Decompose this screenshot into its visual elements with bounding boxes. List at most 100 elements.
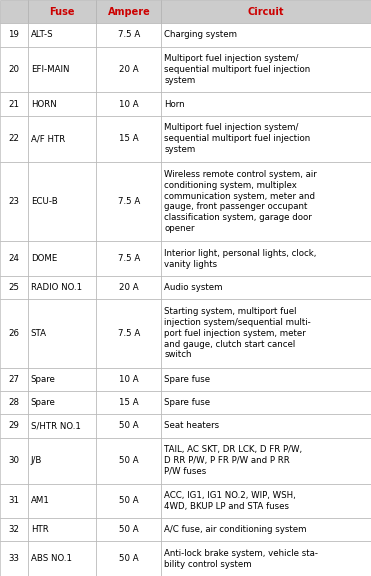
Bar — [161, 391, 371, 414]
Bar — [28, 23, 96, 47]
Bar — [96, 438, 161, 483]
Text: A/C fuse, air conditioning system: A/C fuse, air conditioning system — [164, 525, 307, 535]
Bar — [28, 93, 96, 116]
Text: 26: 26 — [9, 329, 19, 338]
Text: STA: STA — [31, 329, 47, 338]
Bar — [96, 300, 161, 367]
Bar — [0, 241, 28, 276]
Text: TAIL, AC SKT, DR LCK, D FR P/W,
D RR P/W, P FR P/W and P RR
P/W fuses: TAIL, AC SKT, DR LCK, D FR P/W, D RR P/W… — [164, 445, 302, 476]
Text: ECU-B: ECU-B — [31, 197, 58, 206]
Bar — [0, 483, 28, 518]
Text: J/B: J/B — [31, 456, 42, 465]
Text: 21: 21 — [9, 100, 19, 109]
Text: 20 A: 20 A — [119, 283, 139, 292]
Text: 32: 32 — [9, 525, 19, 535]
Text: Wireless remote control system, air
conditioning system, multiplex
communication: Wireless remote control system, air cond… — [164, 170, 317, 233]
Text: 10 A: 10 A — [119, 100, 139, 109]
Bar — [0, 47, 28, 93]
Text: 30: 30 — [9, 456, 19, 465]
Bar — [0, 93, 28, 116]
Bar — [28, 0, 96, 23]
Bar — [28, 162, 96, 241]
Bar — [96, 518, 161, 541]
Bar — [28, 391, 96, 414]
Bar — [161, 93, 371, 116]
Text: 20: 20 — [9, 65, 19, 74]
Bar — [161, 276, 371, 300]
Bar — [0, 414, 28, 438]
Text: 33: 33 — [9, 554, 19, 563]
Bar — [28, 518, 96, 541]
Bar — [28, 438, 96, 483]
Bar — [96, 241, 161, 276]
Bar — [0, 116, 28, 162]
Text: RADIO NO.1: RADIO NO.1 — [31, 283, 82, 292]
Text: Starting system, multiport fuel
injection system/sequential multi-
port fuel inj: Starting system, multiport fuel injectio… — [164, 308, 311, 359]
Bar — [161, 518, 371, 541]
Bar — [96, 414, 161, 438]
Text: 19: 19 — [9, 31, 19, 40]
Text: 7.5 A: 7.5 A — [118, 197, 140, 206]
Bar — [28, 276, 96, 300]
Bar — [161, 23, 371, 47]
Bar — [28, 541, 96, 576]
Text: Multiport fuel injection system/
sequential multiport fuel injection
system: Multiport fuel injection system/ sequent… — [164, 123, 311, 154]
Text: 50 A: 50 A — [119, 497, 139, 505]
Bar — [161, 47, 371, 93]
Text: 25: 25 — [9, 283, 19, 292]
Text: Horn: Horn — [164, 100, 185, 109]
Text: Spare fuse: Spare fuse — [164, 398, 210, 407]
Text: A/F HTR: A/F HTR — [31, 134, 65, 143]
Text: EFI-MAIN: EFI-MAIN — [31, 65, 69, 74]
Text: AM1: AM1 — [31, 497, 50, 505]
Text: ACC, IG1, IG1 NO.2, WIP, WSH,
4WD, BKUP LP and STA fuses: ACC, IG1, IG1 NO.2, WIP, WSH, 4WD, BKUP … — [164, 491, 296, 511]
Bar — [0, 541, 28, 576]
Text: 50 A: 50 A — [119, 554, 139, 563]
Bar — [0, 276, 28, 300]
Bar — [161, 300, 371, 367]
Bar — [0, 300, 28, 367]
Text: 20 A: 20 A — [119, 65, 139, 74]
Text: Interior light, personal lights, clock,
vanity lights: Interior light, personal lights, clock, … — [164, 249, 317, 268]
Bar — [0, 367, 28, 391]
Bar — [161, 438, 371, 483]
Text: HORN: HORN — [31, 100, 56, 109]
Text: 22: 22 — [9, 134, 19, 143]
Bar — [96, 541, 161, 576]
Bar — [96, 23, 161, 47]
Bar — [161, 116, 371, 162]
Text: Multiport fuel injection system/
sequential multiport fuel injection
system: Multiport fuel injection system/ sequent… — [164, 54, 311, 85]
Text: ABS NO.1: ABS NO.1 — [31, 554, 72, 563]
Bar — [96, 483, 161, 518]
Text: 31: 31 — [9, 497, 19, 505]
Bar — [28, 483, 96, 518]
Text: 15 A: 15 A — [119, 134, 139, 143]
Text: HTR: HTR — [31, 525, 49, 535]
Bar — [96, 93, 161, 116]
Text: 15 A: 15 A — [119, 398, 139, 407]
Bar — [0, 162, 28, 241]
Bar — [0, 0, 28, 23]
Bar — [0, 391, 28, 414]
Text: 7.5 A: 7.5 A — [118, 329, 140, 338]
Bar — [0, 438, 28, 483]
Text: Spare fuse: Spare fuse — [164, 375, 210, 384]
Bar — [96, 47, 161, 93]
Text: 29: 29 — [9, 422, 19, 430]
Text: ALT-S: ALT-S — [31, 31, 53, 40]
Text: Audio system: Audio system — [164, 283, 223, 292]
Text: Seat heaters: Seat heaters — [164, 422, 220, 430]
Bar — [28, 300, 96, 367]
Text: Circuit: Circuit — [248, 7, 285, 17]
Bar — [28, 116, 96, 162]
Bar — [96, 367, 161, 391]
Bar — [161, 0, 371, 23]
Text: Spare: Spare — [31, 398, 56, 407]
Bar — [28, 367, 96, 391]
Text: 27: 27 — [9, 375, 19, 384]
Text: 7.5 A: 7.5 A — [118, 31, 140, 40]
Text: 50 A: 50 A — [119, 456, 139, 465]
Text: 7.5 A: 7.5 A — [118, 254, 140, 263]
Text: 23: 23 — [9, 197, 19, 206]
Text: 10 A: 10 A — [119, 375, 139, 384]
